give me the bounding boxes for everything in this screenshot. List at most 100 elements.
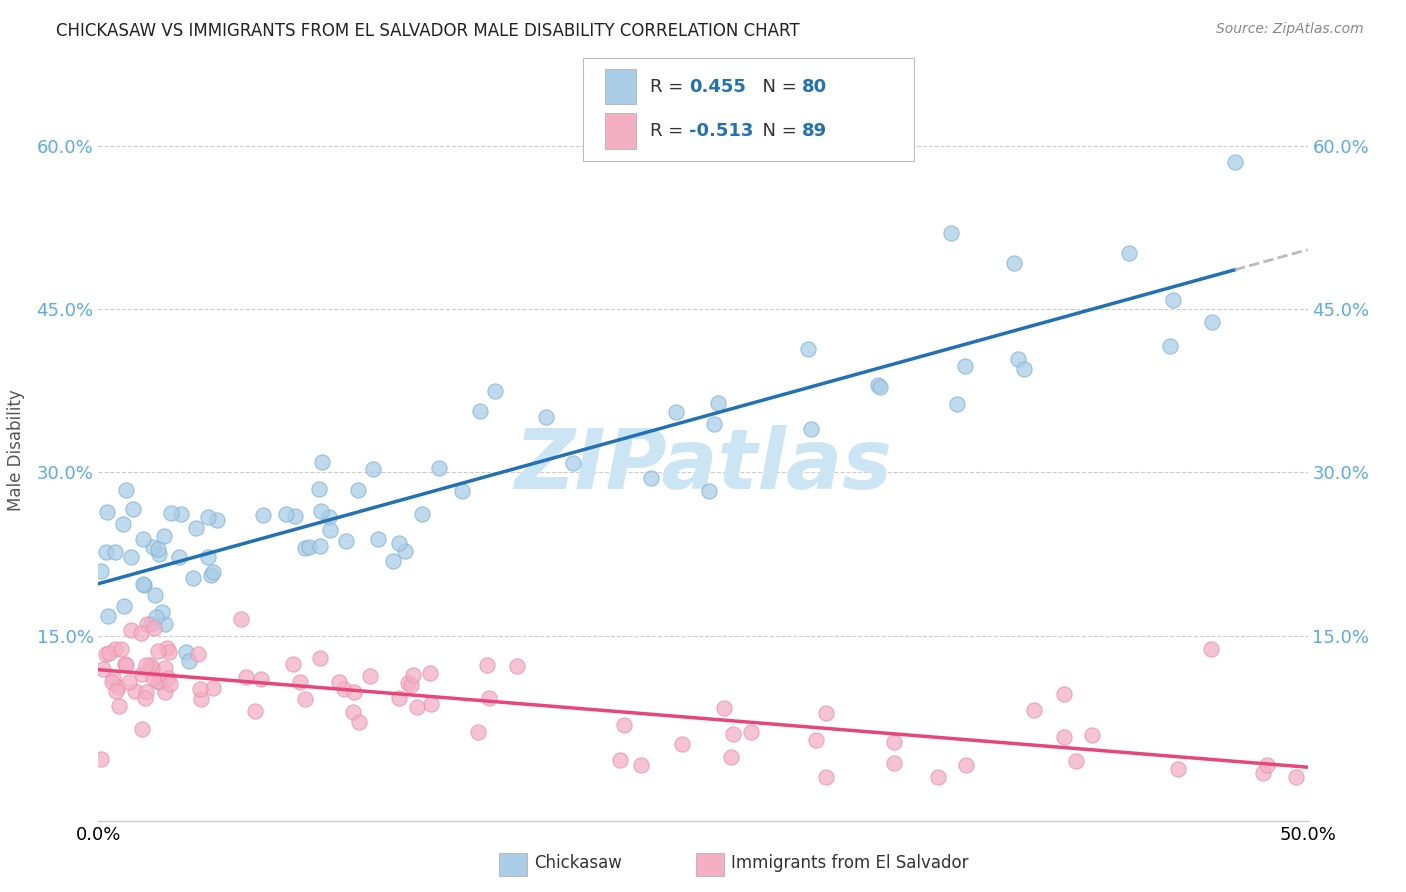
Point (713, 701, 735, 715)
Point (367, 533, 389, 547)
Point (640, 471, 662, 485)
Point (157, 645, 180, 659)
Point (250, 672, 273, 686)
Point (142, 671, 165, 685)
Point (665, 405, 688, 419)
Point (1007, 352, 1029, 367)
Point (200, 567, 222, 582)
Point (427, 461, 450, 475)
Point (1161, 293, 1184, 307)
Point (114, 657, 136, 672)
Point (343, 684, 366, 698)
Point (155, 661, 177, 675)
Text: N =: N = (751, 122, 803, 140)
Point (402, 668, 425, 682)
Point (399, 678, 422, 692)
Point (148, 547, 170, 561)
Point (707, 396, 730, 410)
Point (150, 605, 173, 619)
Point (721, 727, 744, 741)
Point (142, 621, 165, 635)
Point (800, 422, 823, 436)
Point (135, 658, 157, 673)
Point (97, 609, 120, 624)
Point (1052, 730, 1074, 744)
Point (883, 756, 905, 770)
Point (309, 651, 332, 665)
Point (141, 617, 163, 632)
Text: R =: R = (650, 78, 689, 95)
Point (159, 676, 181, 690)
Point (160, 506, 183, 520)
Point (609, 753, 631, 767)
Point (294, 691, 316, 706)
Point (174, 645, 197, 659)
Point (132, 532, 155, 546)
Point (419, 698, 441, 712)
Point (152, 529, 174, 543)
Text: 89: 89 (801, 122, 827, 140)
Point (90, 752, 112, 766)
Text: Source: ZipAtlas.com: Source: ZipAtlas.com (1216, 22, 1364, 37)
Point (319, 523, 342, 537)
Point (1064, 754, 1087, 768)
Y-axis label: Male Disability: Male Disability (7, 390, 25, 511)
Point (120, 549, 142, 564)
Point (153, 616, 176, 631)
Point (347, 715, 370, 730)
Point (1167, 762, 1189, 776)
Point (110, 641, 132, 656)
Point (308, 482, 330, 496)
Point (1159, 339, 1181, 353)
Point (294, 541, 316, 555)
Point (202, 566, 225, 580)
Point (1012, 362, 1035, 376)
Point (797, 342, 820, 356)
Point (953, 359, 976, 373)
Point (396, 676, 419, 690)
Point (927, 770, 949, 784)
Point (394, 544, 416, 558)
Point (359, 669, 381, 683)
Point (814, 706, 837, 720)
Point (156, 640, 179, 655)
Point (883, 735, 905, 749)
Point (1223, 155, 1246, 169)
Point (939, 226, 962, 240)
Point (145, 610, 167, 624)
Point (135, 685, 157, 699)
Point (470, 404, 492, 418)
Point (169, 507, 191, 521)
Point (197, 549, 219, 564)
Point (179, 654, 201, 668)
Point (169, 549, 191, 564)
Point (814, 770, 837, 784)
Point (103, 545, 125, 559)
Point (562, 456, 585, 470)
Point (115, 658, 138, 673)
Point (148, 674, 170, 689)
Point (202, 681, 225, 695)
Point (419, 665, 441, 680)
Point (484, 384, 506, 398)
Point (143, 588, 166, 602)
Point (411, 507, 433, 521)
Point (283, 657, 305, 671)
Point (104, 642, 127, 657)
Point (148, 675, 170, 690)
Point (181, 571, 204, 585)
Point (101, 675, 124, 690)
Point (1053, 688, 1076, 702)
Point (252, 508, 274, 523)
Point (131, 722, 153, 736)
Point (335, 534, 357, 549)
Point (311, 454, 333, 468)
Point (188, 682, 211, 697)
Text: N =: N = (751, 78, 803, 95)
Point (467, 725, 489, 739)
Point (405, 700, 427, 714)
Point (955, 757, 977, 772)
Point (697, 484, 720, 499)
Point (382, 554, 405, 568)
Point (96, 647, 118, 661)
